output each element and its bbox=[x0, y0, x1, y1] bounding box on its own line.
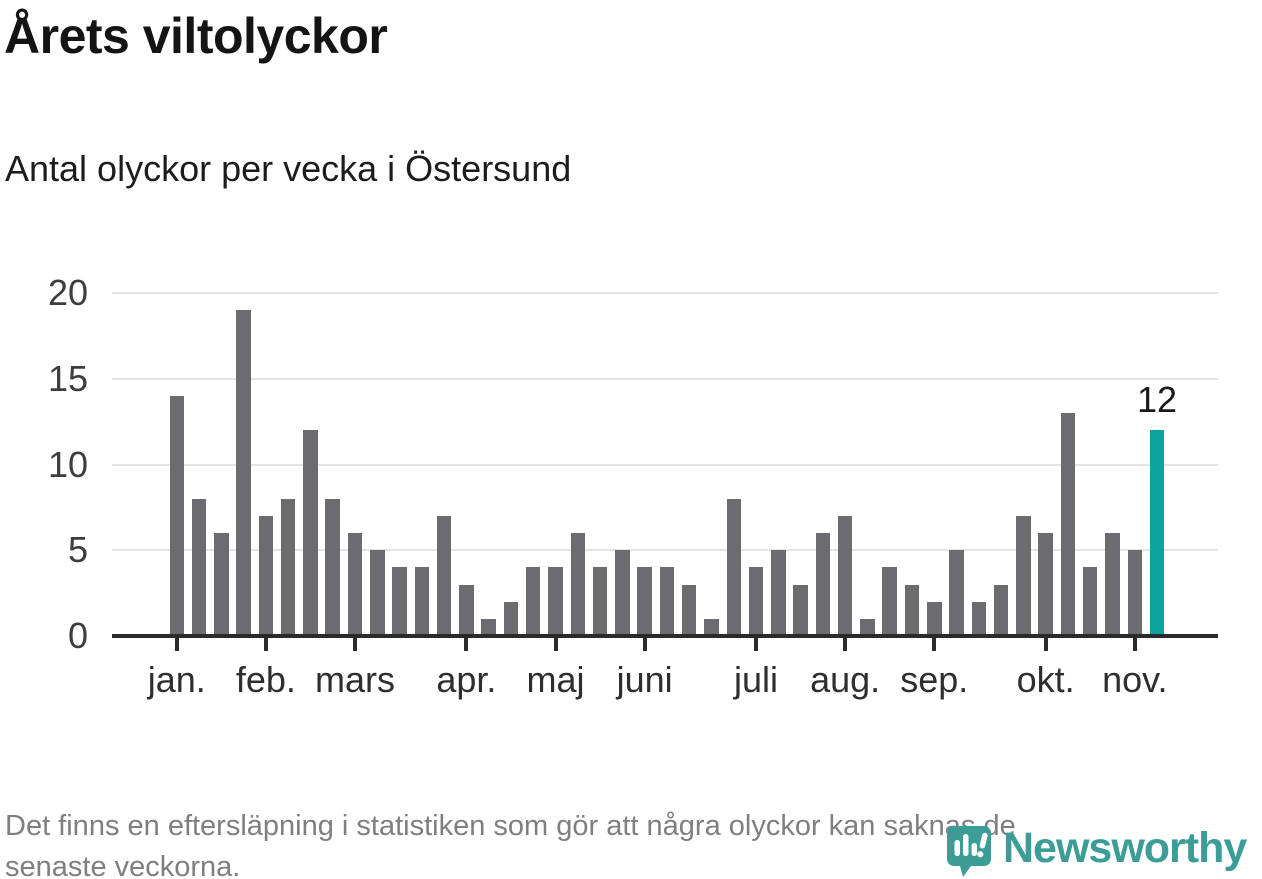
bar-week-36 bbox=[949, 550, 964, 637]
bar-week-16 bbox=[503, 601, 519, 637]
y-tick-label-20: 20 bbox=[47, 272, 88, 313]
x-tick-juni bbox=[642, 638, 647, 651]
x-tick-label-mars: mars bbox=[314, 659, 395, 700]
bar-week-41 bbox=[1060, 413, 1076, 637]
y-tick-label-0: 0 bbox=[67, 615, 88, 656]
bar-week-2 bbox=[191, 498, 207, 637]
bar-week-34 bbox=[904, 584, 920, 637]
chart-title: Årets viltolyckor bbox=[4, 8, 388, 64]
gridline-y-15 bbox=[112, 377, 1218, 380]
newsworthy-wordmark: Newsworthy bbox=[1003, 824, 1247, 872]
x-tick-label-sep: sep. bbox=[900, 659, 969, 700]
x-tick-feb bbox=[263, 638, 268, 651]
bar-week-43 bbox=[1105, 533, 1120, 637]
bar-week-27 bbox=[748, 567, 764, 637]
bar-week-6 bbox=[280, 498, 296, 637]
bar-week-33 bbox=[882, 567, 897, 637]
y-tick-label-15: 15 bbox=[47, 357, 88, 399]
bar-week-19 bbox=[570, 533, 586, 637]
x-tick-label-apr: apr. bbox=[436, 659, 497, 700]
bar-week-4 bbox=[236, 310, 251, 637]
newsworthy-logo: Newsworthy bbox=[944, 824, 1247, 879]
bar-week-42 bbox=[1082, 567, 1098, 637]
x-tick-label-aug: aug. bbox=[810, 659, 881, 700]
newsworthy-pin-barchart-icon bbox=[947, 826, 991, 877]
bar-week-18 bbox=[548, 567, 563, 637]
bar-week-8 bbox=[325, 498, 340, 637]
bar-week-24 bbox=[681, 584, 697, 637]
y-tick-label-5: 5 bbox=[67, 529, 88, 571]
x-tick-label-okt: okt. bbox=[1016, 659, 1075, 700]
bar-week-20 bbox=[592, 567, 608, 637]
bar-week-22 bbox=[637, 567, 652, 637]
chart-subtitle: Antal olyckor per vecka i Östersund bbox=[5, 148, 572, 189]
bar-week-1 bbox=[169, 395, 184, 637]
chart-footnote: Det finns en eftersläpning i statistiken… bbox=[5, 806, 1016, 879]
x-tick-label-nov: nov. bbox=[1102, 659, 1168, 700]
bar-week-13 bbox=[436, 515, 452, 637]
bar-week-40 bbox=[1038, 533, 1053, 637]
bar-week-44 bbox=[1127, 550, 1143, 637]
x-tick-aug bbox=[843, 638, 848, 651]
x-tick-label-maj: maj bbox=[526, 659, 585, 700]
bar-week-45-highlighted bbox=[1149, 430, 1165, 637]
bar-week-3 bbox=[214, 533, 229, 637]
bar-week-21 bbox=[615, 550, 630, 637]
bar-week-32 bbox=[860, 618, 875, 637]
y-tick-label-10: 10 bbox=[47, 443, 88, 485]
bar-week-29 bbox=[793, 584, 808, 637]
bar-week-31 bbox=[837, 515, 853, 637]
x-tick-label-juli: juli bbox=[734, 659, 779, 700]
x-tick-okt bbox=[1043, 638, 1048, 651]
bar-week-11 bbox=[392, 567, 407, 637]
bar-week-14 bbox=[459, 584, 474, 637]
gridline-y-20 bbox=[112, 292, 1218, 294]
x-tick-sep bbox=[932, 638, 937, 651]
footnote-line-1: Det finns en eftersläpning i statistiken… bbox=[5, 810, 1016, 842]
bar-week-23 bbox=[659, 567, 675, 637]
bar-week-12 bbox=[414, 567, 430, 637]
bar-week-37 bbox=[971, 601, 987, 637]
x-tick-juli bbox=[754, 638, 759, 651]
bar-week-39 bbox=[1016, 515, 1031, 637]
bar-week-7 bbox=[303, 430, 318, 637]
bar-week-15 bbox=[481, 618, 496, 637]
x-tick-label-jan: jan. bbox=[147, 659, 206, 700]
x-tick-mars bbox=[352, 638, 357, 651]
bar-week-35 bbox=[927, 601, 942, 637]
bar-week-5 bbox=[258, 515, 274, 637]
bar-chart-plot: 0 5 10 15 20 12 jan. feb. mars apr. maj juni juli aug… bbox=[47, 272, 1218, 700]
x-tick-jan bbox=[174, 638, 179, 651]
bar-week-10 bbox=[370, 550, 385, 637]
bar-week-30 bbox=[815, 533, 831, 637]
bar-week-38 bbox=[993, 584, 1009, 637]
x-axis-baseline bbox=[112, 634, 1218, 638]
bar-week-26 bbox=[726, 498, 741, 637]
x-tick-nov bbox=[1132, 638, 1137, 651]
x-tick-label-feb: feb. bbox=[235, 659, 296, 700]
gridline-y-10 bbox=[112, 463, 1218, 466]
bar-week-28 bbox=[771, 550, 786, 637]
gridline-y-5 bbox=[112, 549, 1218, 552]
highlight-value-label: 12 bbox=[1137, 379, 1178, 421]
x-tick-label-juni: juni bbox=[616, 659, 673, 700]
bar-week-25 bbox=[704, 618, 719, 637]
footnote-line-2: senaste veckorna. bbox=[5, 851, 241, 879]
x-tick-apr bbox=[464, 638, 469, 651]
bar-week-9 bbox=[347, 533, 363, 637]
bar-week-17 bbox=[525, 567, 541, 637]
x-tick-maj bbox=[553, 638, 558, 651]
